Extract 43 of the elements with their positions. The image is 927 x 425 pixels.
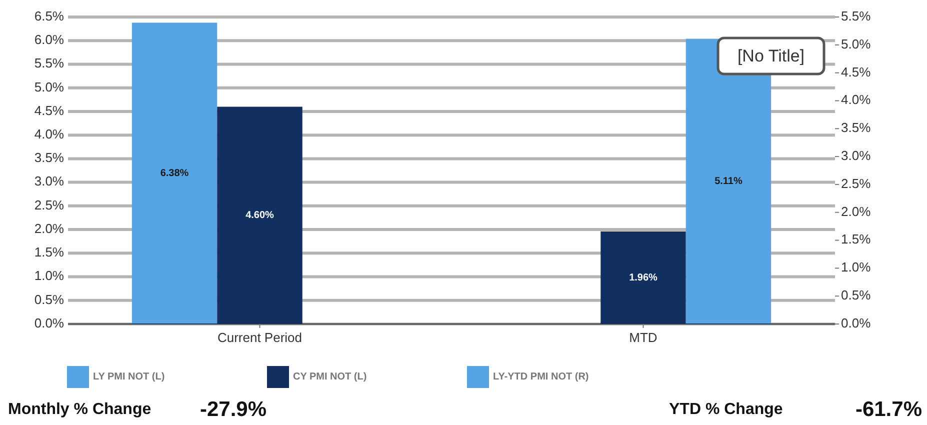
bar [132, 22, 218, 324]
y-tick-label: 4.0% [34, 126, 64, 142]
y-tick-label: 0.0% [34, 315, 64, 330]
data-label: 5.11% [714, 176, 742, 188]
y2-tick-label: 4.0% [841, 92, 872, 108]
y2-tick-label: 5.0% [841, 36, 872, 52]
y2-tick-label: 5.5% [841, 8, 872, 24]
data-label: 4.60% [246, 210, 274, 222]
y2-tick-label: 1.5% [841, 232, 872, 247]
data-label: 6.38% [160, 168, 189, 179]
y2-tick-label: 3.5% [841, 120, 872, 136]
data-label: 1.96% [629, 272, 658, 284]
y-tick-label: 5.5% [34, 56, 64, 71]
annotation: [No Title] [737, 46, 805, 66]
legend-label: LY-YTD PMI NOT (R) [493, 372, 589, 383]
y-tick-label: 2.5% [34, 197, 64, 212]
y2-tick-label: 0.5% [841, 288, 872, 303]
bar [600, 231, 686, 324]
text: -61.7% [855, 398, 922, 421]
y-tick-label: 1.5% [34, 244, 64, 260]
text: Monthly % Change [8, 401, 152, 418]
bar [217, 106, 302, 324]
y-tick-label: 6.0% [34, 32, 64, 48]
y-tick-label: 2.0% [34, 220, 64, 236]
y2-tick-label: 4.5% [841, 64, 872, 80]
y-tick-label: 0.5% [34, 292, 64, 307]
y-tick-label: 1.0% [34, 268, 64, 284]
text: -27.9% [200, 398, 267, 421]
y-tick-label: 5.0% [34, 79, 64, 94]
y2-tick-label: 2.0% [841, 204, 872, 219]
text: YTD % Change [669, 401, 783, 418]
y-tick-label: 4.5% [34, 102, 64, 118]
legend-label: LY PMI NOT (L) [93, 372, 165, 383]
y2-tick-label: 1.0% [841, 260, 872, 275]
x-tick-label: Current Period [217, 330, 302, 345]
y2-tick-label: 3.0% [841, 148, 872, 163]
y-tick-label: 6.5% [34, 8, 64, 24]
y2-tick-label: 0.0% [841, 315, 872, 330]
y2-tick-label: 2.5% [841, 176, 872, 191]
y-tick-label: 3.0% [34, 174, 64, 189]
y-tick-label: 3.5% [34, 150, 64, 166]
legend-label: CY PMI NOT (L) [293, 372, 367, 383]
x-tick-label: MTD [629, 330, 658, 345]
